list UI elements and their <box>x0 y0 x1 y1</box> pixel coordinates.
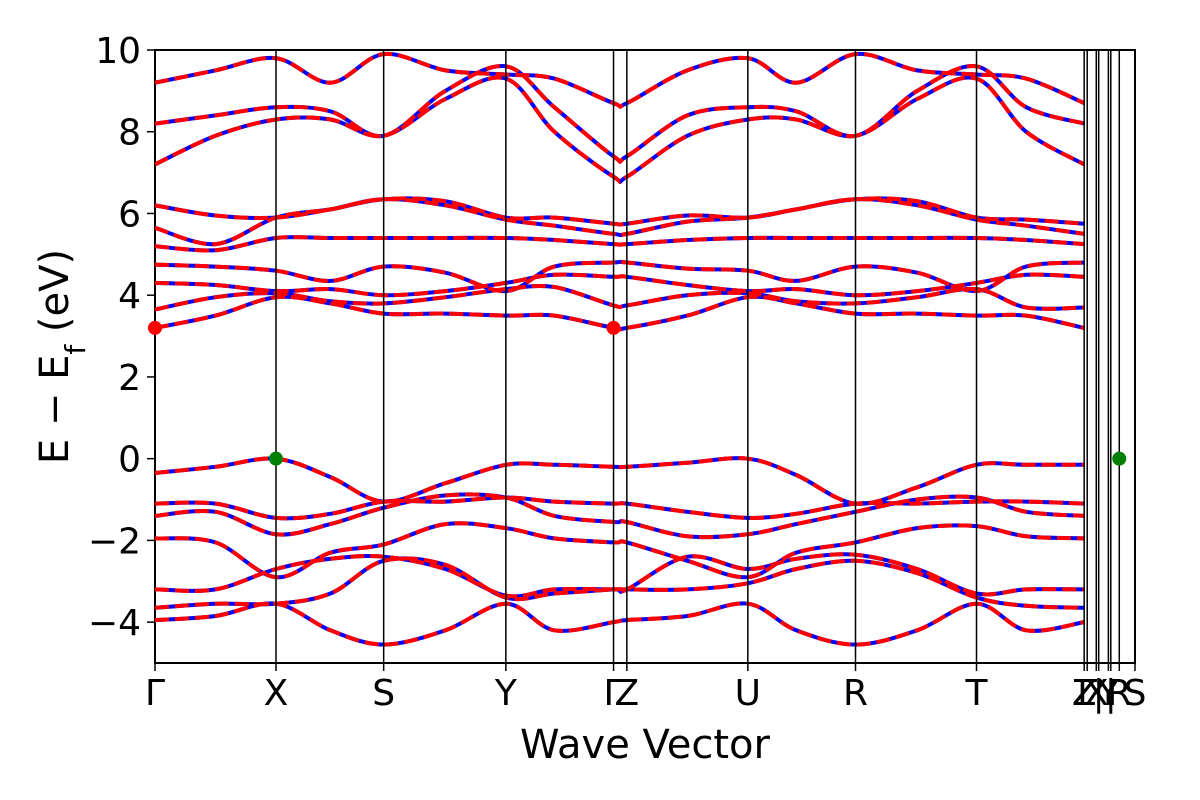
x-tick-label: Γ <box>145 673 165 714</box>
band-line-dashed <box>155 235 1085 253</box>
band-line-solid <box>155 552 1085 599</box>
y-tick-label: 8 <box>118 113 141 154</box>
extrema-markers <box>148 320 1127 466</box>
x-tick-label: R <box>1107 673 1132 714</box>
x-tick-label: S <box>1124 673 1147 714</box>
band-line-dashed <box>155 272 1085 298</box>
band-line-dashed <box>155 456 1085 506</box>
vbm-marker <box>1112 451 1127 466</box>
x-tick-label: Z <box>1072 673 1097 714</box>
y-tick-label: 2 <box>118 358 141 399</box>
y-axis-label-main: E − E <box>32 355 78 465</box>
x-tick-label: S <box>372 673 395 714</box>
band-line-dashed <box>155 64 1085 164</box>
x-tick-label: X <box>264 673 289 714</box>
y-axis-ticks: −4 −2 0 2 4 6 8 10 <box>88 31 155 644</box>
band-line-dashed <box>155 196 1085 227</box>
y-tick-label: 4 <box>118 276 141 317</box>
y-tick-label: 6 <box>118 194 141 235</box>
x-tick-label: R <box>843 673 868 714</box>
x-tick-label: | <box>1093 673 1105 714</box>
bands-group <box>155 51 1086 647</box>
y-axis-label: E − Ef (eV) <box>32 249 92 464</box>
vbm-marker <box>268 451 283 466</box>
band-line-dashed <box>155 495 1085 521</box>
x-axis-ticks: Γ X S Y ΓZ U R T ZΓX|Y|RS <box>145 663 1146 714</box>
x-tick-label: Γ <box>604 673 624 714</box>
y-tick-label: −4 <box>88 603 141 644</box>
band-line-dashed <box>155 259 1085 294</box>
band-line-dashed <box>155 601 1085 647</box>
x-tick-label: T <box>965 673 989 714</box>
x-tick-label: Γ <box>1077 673 1097 714</box>
cbm-marker <box>148 320 162 335</box>
x-tick-label: Z <box>615 673 640 714</box>
kpoint-lines <box>275 50 1121 663</box>
x-tick-label: Y <box>494 673 518 714</box>
x-axis-label: Wave Vector <box>520 722 771 768</box>
band-line-dashed <box>155 283 1085 312</box>
x-tick-label: Y <box>1096 673 1120 714</box>
x-tick-label: | <box>1105 673 1117 714</box>
y-tick-label: 0 <box>118 440 141 481</box>
band-line-dashed <box>155 492 1085 540</box>
band-line-dashed <box>155 51 1085 109</box>
band-line-dashed <box>155 556 1085 610</box>
y-axis-label-subscript: f <box>59 344 92 355</box>
band-line-dashed <box>155 75 1086 185</box>
x-tick-label: X <box>1084 673 1109 714</box>
x-tick-label: U <box>735 673 761 714</box>
cbm-marker <box>606 320 621 335</box>
y-axis-label-suffix: (eV) <box>32 249 78 345</box>
y-tick-label: 10 <box>95 31 141 72</box>
y-tick-label: −2 <box>88 521 141 562</box>
band-line-dashed <box>155 521 1085 580</box>
